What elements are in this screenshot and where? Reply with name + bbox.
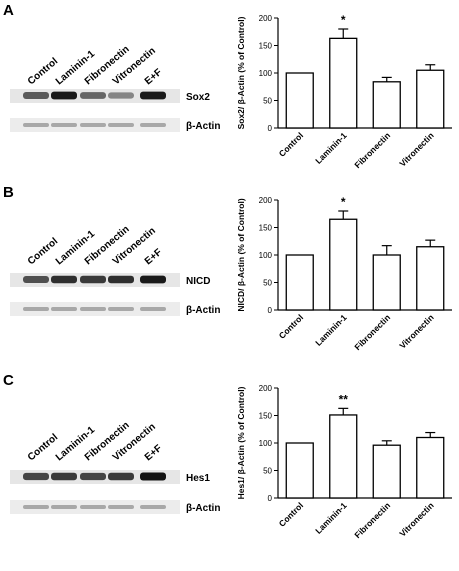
lane-label: Control bbox=[26, 432, 60, 463]
panel-letter: C bbox=[3, 372, 14, 389]
figure-panel-c: C Control Laminin-1 Fibronectin Vitronectin… bbox=[0, 370, 459, 558]
blot-band bbox=[140, 275, 166, 284]
bar-chart: 0 50 100 150 200 Hes1/ β-Actin (% of Control)… bbox=[236, 384, 452, 540]
blot-band-loading bbox=[23, 505, 49, 509]
x-tick-label: Control bbox=[277, 130, 305, 158]
panel-letter: B bbox=[3, 184, 14, 201]
blot-band bbox=[23, 275, 49, 284]
bar bbox=[329, 414, 358, 499]
y-tick-label: 200 bbox=[259, 196, 273, 205]
loading-control-label: β-Actin bbox=[186, 305, 220, 316]
blot-band-loading bbox=[51, 307, 77, 311]
y-axis-label: Sox2/ β-Actin (% of Control) bbox=[236, 16, 246, 129]
y-tick-label: 100 bbox=[259, 251, 273, 260]
western-blot: ControlLaminin-1FibronectinVitronectinE+… bbox=[10, 224, 220, 316]
lane-label: E+F bbox=[143, 67, 164, 87]
blot-band-loading bbox=[80, 505, 106, 509]
y-tick-label: 100 bbox=[259, 69, 273, 78]
blot-band bbox=[140, 472, 166, 481]
x-tick-label: Laminin-1 bbox=[313, 130, 349, 166]
significance-marker: * bbox=[341, 13, 346, 27]
blot-band bbox=[51, 275, 77, 284]
blot-band bbox=[140, 91, 166, 100]
bar-chart: 0 50 100 150 200 Sox2/ β-Actin (% of Control)… bbox=[236, 13, 452, 170]
y-axis-label: NICD/ β-Actin (% of Control) bbox=[236, 198, 246, 311]
target-protein-label: NICD bbox=[186, 276, 210, 287]
y-tick-label: 0 bbox=[268, 306, 273, 315]
blot-band bbox=[80, 92, 106, 99]
blot-band bbox=[23, 472, 49, 481]
y-tick-label: 0 bbox=[268, 124, 273, 133]
blot-band bbox=[51, 91, 77, 100]
blot-band bbox=[23, 92, 49, 99]
y-tick-label: 150 bbox=[259, 224, 273, 233]
x-tick-label: Laminin-1 bbox=[313, 500, 349, 536]
y-tick-label: 200 bbox=[259, 14, 273, 23]
bar bbox=[285, 254, 314, 311]
bar bbox=[372, 444, 401, 499]
bar bbox=[416, 436, 445, 499]
blot-band-loading bbox=[51, 505, 77, 509]
blot-band bbox=[108, 472, 134, 481]
blot-band-loading bbox=[80, 123, 106, 127]
figure-panel-a: A Control Laminin-1 Fibronectin Vitronectin… bbox=[0, 0, 459, 188]
bar bbox=[329, 37, 358, 129]
x-tick-label: Laminin-1 bbox=[313, 312, 349, 348]
blot-band bbox=[80, 472, 106, 481]
blot-band-loading bbox=[140, 123, 166, 127]
x-tick-label: Vitronectin bbox=[397, 500, 435, 538]
x-tick-label: Fibronectin bbox=[352, 500, 392, 540]
bar bbox=[416, 246, 445, 311]
blot-band-loading bbox=[51, 123, 77, 127]
lane-label: Control bbox=[26, 56, 60, 87]
x-tick-label: Control bbox=[277, 312, 305, 340]
blot-band-loading bbox=[23, 307, 49, 311]
blot-band-loading bbox=[140, 307, 166, 311]
x-tick-label: Fibronectin bbox=[352, 312, 392, 352]
blot-band-loading bbox=[108, 307, 134, 311]
bar bbox=[285, 72, 314, 129]
blot-band-loading bbox=[140, 505, 166, 509]
y-tick-label: 100 bbox=[259, 439, 273, 448]
x-tick-label: Control bbox=[277, 500, 305, 528]
target-protein-label: Sox2 bbox=[186, 92, 210, 103]
significance-marker: * bbox=[341, 195, 346, 209]
lane-label: E+F bbox=[143, 443, 164, 463]
y-tick-label: 50 bbox=[263, 97, 272, 106]
target-protein-label: Hes1 bbox=[186, 473, 210, 484]
panel-letter: A bbox=[3, 2, 14, 19]
figure-panel-b: B Control Laminin-1 Fibronectin Vitronectin… bbox=[0, 182, 459, 370]
loading-control-label: β-Actin bbox=[186, 503, 220, 514]
bar bbox=[416, 69, 445, 129]
blot-band bbox=[108, 275, 134, 284]
blot-band-loading bbox=[108, 505, 134, 509]
bar bbox=[372, 81, 401, 129]
x-tick-label: Vitronectin bbox=[397, 312, 435, 350]
x-tick-label: Fibronectin bbox=[352, 130, 392, 170]
y-tick-label: 200 bbox=[259, 384, 273, 393]
lane-label: E+F bbox=[143, 247, 164, 267]
western-blot: ControlLaminin-1FibronectinVitronectinE+… bbox=[10, 420, 220, 514]
y-axis-label: Hes1/ β-Actin (% of Control) bbox=[236, 386, 246, 499]
bar bbox=[285, 442, 314, 499]
western-blot: ControlLaminin-1FibronectinVitronectinE+… bbox=[10, 44, 220, 132]
bar bbox=[329, 218, 358, 311]
bar bbox=[372, 254, 401, 311]
blot-band-loading bbox=[23, 123, 49, 127]
loading-control-label: β-Actin bbox=[186, 121, 220, 132]
y-tick-label: 0 bbox=[268, 494, 273, 503]
bar-chart: 0 50 100 150 200 NICD/ β-Actin (% of Control)… bbox=[236, 195, 452, 352]
x-tick-label: Vitronectin bbox=[397, 130, 435, 168]
y-tick-label: 50 bbox=[263, 279, 272, 288]
blot-band bbox=[108, 92, 134, 99]
y-tick-label: 150 bbox=[259, 42, 273, 51]
blot-band-loading bbox=[80, 307, 106, 311]
significance-marker: ** bbox=[339, 392, 349, 406]
blot-band bbox=[51, 472, 77, 481]
y-tick-label: 150 bbox=[259, 412, 273, 421]
y-tick-label: 50 bbox=[263, 467, 272, 476]
lane-label: Control bbox=[26, 236, 60, 267]
blot-band bbox=[80, 275, 106, 284]
blot-band-loading bbox=[108, 123, 134, 127]
